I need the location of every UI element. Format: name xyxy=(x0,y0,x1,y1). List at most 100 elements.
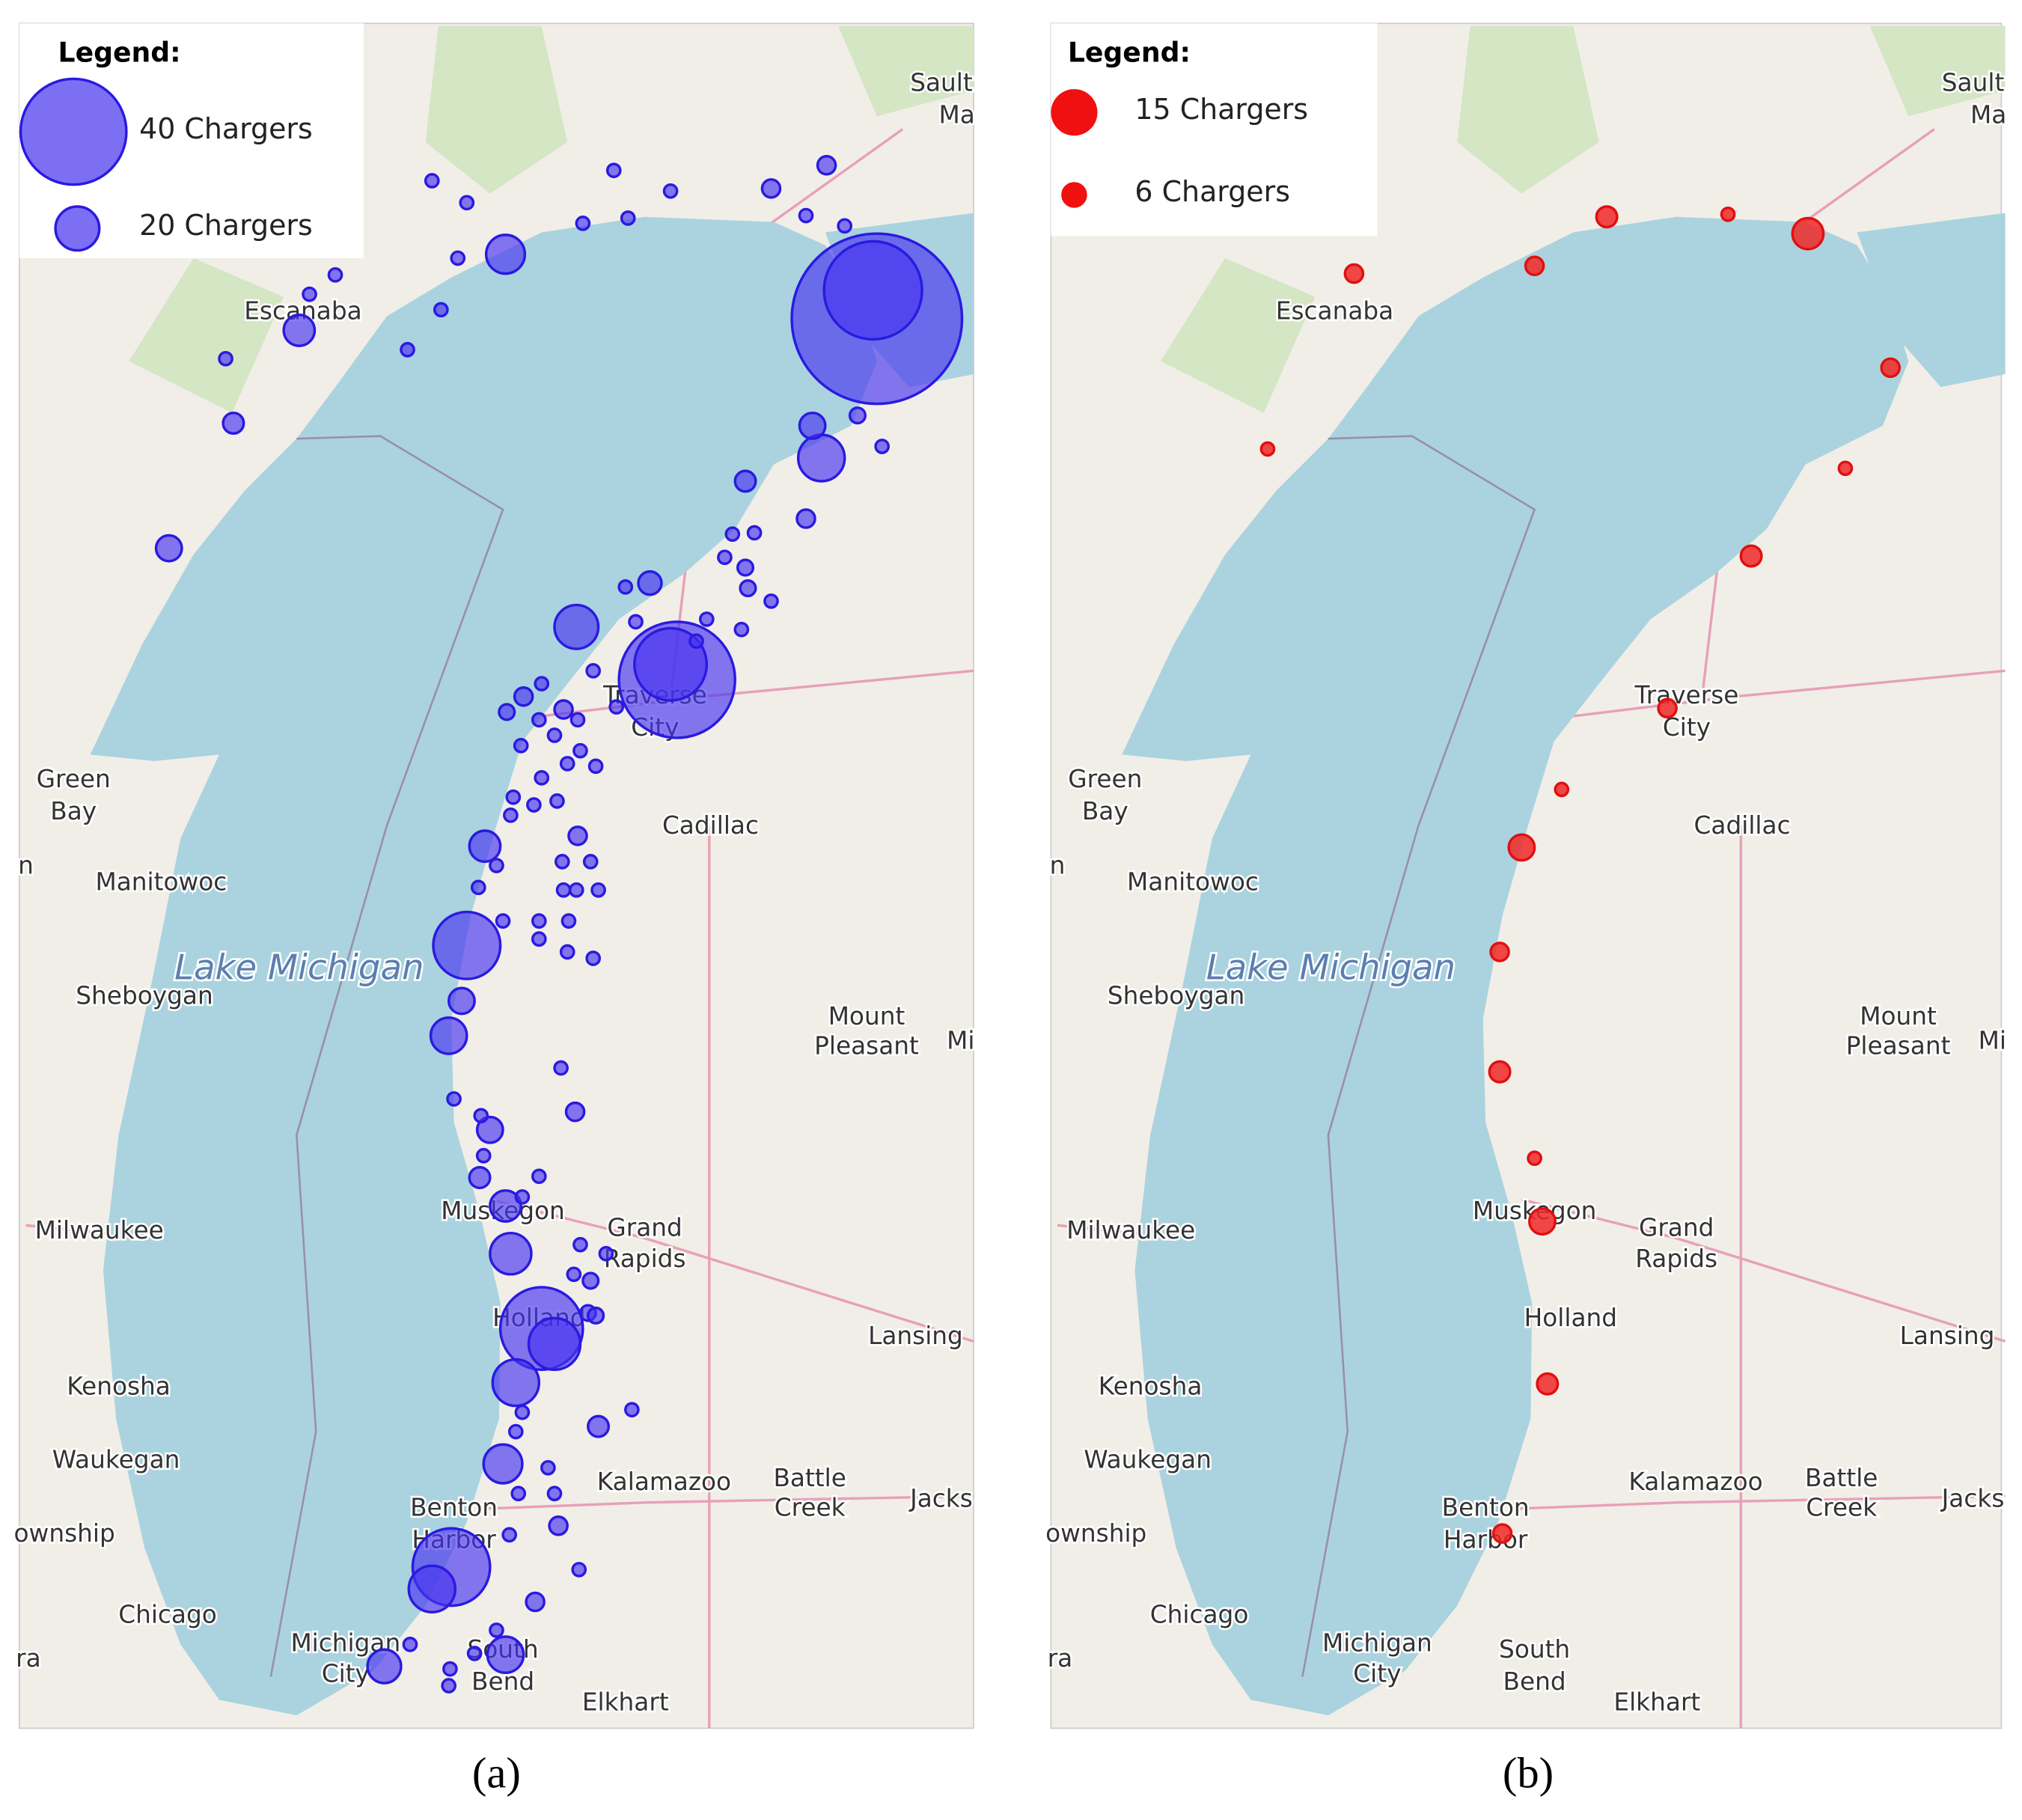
charger-site xyxy=(447,986,476,1016)
legend-label: 15 Chargers xyxy=(1134,93,1308,126)
charger-site xyxy=(555,882,572,898)
charger-site xyxy=(582,854,599,870)
charger-site xyxy=(510,1485,527,1502)
charger-site xyxy=(1528,1207,1557,1236)
city-label: ra xyxy=(16,1644,41,1673)
legend-box xyxy=(1051,23,1378,236)
city-label: Mi xyxy=(1979,1027,2006,1055)
charger-site xyxy=(402,1637,418,1652)
panel-caption: (a) xyxy=(472,1748,521,1797)
city-label: Mi xyxy=(947,1027,974,1055)
charger-site xyxy=(822,239,923,341)
charger-site xyxy=(466,1646,483,1661)
forest xyxy=(1160,25,2006,413)
charger-site xyxy=(553,1060,569,1076)
charger-site xyxy=(746,525,763,541)
charger-site xyxy=(733,469,757,493)
charger-site xyxy=(1491,1523,1513,1544)
city-label: Battle xyxy=(773,1464,846,1492)
city-label: Mount xyxy=(1860,1002,1937,1030)
charger-site xyxy=(489,858,504,873)
charger-site xyxy=(505,789,522,805)
charger-site xyxy=(688,633,704,650)
charger-site xyxy=(531,1168,547,1185)
forest xyxy=(129,25,974,413)
charger-site xyxy=(1536,1372,1560,1396)
city-label: Lansing xyxy=(868,1322,963,1350)
city-label: South xyxy=(1499,1635,1570,1664)
charger-site xyxy=(564,1101,586,1123)
charger-site xyxy=(432,910,502,980)
legend-label: 40 Chargers xyxy=(139,112,313,145)
charger-site xyxy=(724,526,741,543)
charger-site xyxy=(587,1414,611,1438)
charger-site xyxy=(495,913,511,929)
charger-site xyxy=(1720,206,1736,222)
charger-site xyxy=(1343,263,1365,284)
city-label: Cadillac xyxy=(1694,811,1791,840)
charger-site xyxy=(475,1147,492,1164)
charger-site xyxy=(662,183,679,199)
charger-site xyxy=(503,807,519,823)
city-label: Traverse xyxy=(1634,681,1739,709)
legend-title: Legend: xyxy=(1068,37,1191,69)
charger-site xyxy=(540,1459,556,1476)
charger-site xyxy=(598,1245,614,1262)
city-label: Holland xyxy=(1524,1304,1617,1332)
charger-site xyxy=(796,433,846,483)
charger-site xyxy=(571,1562,587,1578)
city-label: n xyxy=(1050,851,1066,879)
legend-title: Legend: xyxy=(58,37,181,69)
charger-site xyxy=(498,703,516,721)
city-label: Bay xyxy=(1082,797,1128,825)
city-label: Manitowoc xyxy=(1127,868,1259,897)
charger-site xyxy=(637,569,663,596)
legend-symbol xyxy=(54,205,101,252)
charger-site xyxy=(468,829,502,864)
charger-site xyxy=(587,758,604,775)
charger-site xyxy=(1739,544,1763,568)
state-border xyxy=(269,435,504,1677)
legend-symbol xyxy=(1051,89,1098,136)
state-border xyxy=(1301,435,1536,1677)
charger-site xyxy=(482,1443,524,1485)
charger-site xyxy=(798,411,827,440)
charger-site xyxy=(1657,697,1678,719)
charger-site xyxy=(531,712,547,728)
charger-site xyxy=(1488,1060,1512,1084)
charger-site xyxy=(816,155,837,176)
charger-site xyxy=(442,1661,458,1677)
charger-site xyxy=(561,913,577,929)
road xyxy=(1521,1198,2006,1343)
legend-label: 20 Chargers xyxy=(139,209,313,242)
charger-site xyxy=(473,1108,489,1124)
city-label: Sheboygan xyxy=(1108,981,1244,1010)
city-label: City xyxy=(322,1660,370,1688)
charger-site xyxy=(837,218,853,234)
charger-site xyxy=(566,1266,582,1283)
charger-site xyxy=(407,1564,457,1614)
charger-site xyxy=(568,882,584,898)
city-label: Elkhart xyxy=(582,1688,669,1717)
charger-site xyxy=(620,210,636,226)
charger-site xyxy=(470,879,486,896)
charger-site xyxy=(760,178,782,199)
charger-site xyxy=(475,1115,504,1144)
city-label: Bend xyxy=(1503,1667,1566,1696)
charger-site xyxy=(501,1527,518,1543)
charger-site xyxy=(468,1166,492,1190)
road xyxy=(1521,669,2006,724)
charger-site xyxy=(513,686,534,707)
charger-site xyxy=(624,1402,640,1418)
city-label: n xyxy=(18,851,34,879)
city-label: Sault xyxy=(910,68,973,97)
charger-site xyxy=(534,676,550,691)
charger-site xyxy=(1554,781,1570,798)
city-label: Jacks xyxy=(908,1484,973,1512)
charger-site xyxy=(513,737,529,754)
road xyxy=(1509,1494,2006,1511)
charger-site xyxy=(1837,460,1854,477)
city-label: Rapids xyxy=(1635,1245,1717,1273)
charger-site xyxy=(459,195,475,211)
